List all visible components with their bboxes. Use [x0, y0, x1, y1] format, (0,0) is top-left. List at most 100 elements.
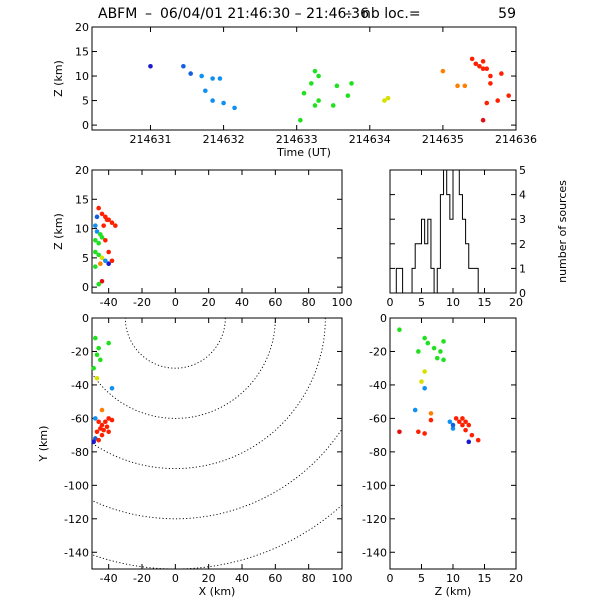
time_height-source-point — [499, 71, 504, 76]
range-ring — [124, 318, 226, 369]
z_y-source-point — [441, 339, 446, 344]
title-datetime: 06/04/01 21:46:30 – 21:46:36 — [160, 6, 369, 22]
x_height-source-point — [109, 258, 115, 264]
title-count-value: 59 — [498, 6, 516, 22]
x_height-source-point — [99, 211, 105, 217]
z_y-source-point — [466, 439, 472, 445]
z_y-ytick-label: -100 — [362, 479, 387, 492]
plan_view-ytick-label: 0 — [82, 312, 89, 325]
plan_view-source-point — [109, 385, 115, 391]
plan_view-source-point — [91, 439, 96, 445]
z_y-source-point — [460, 422, 465, 428]
plan_view-source-point — [109, 417, 115, 423]
x_height-xtick-label: 20 — [202, 296, 216, 309]
x_height-source-point — [109, 220, 115, 226]
time_height-ytick-label: 0 — [82, 119, 89, 132]
time_height-source-point — [488, 73, 493, 79]
z_y-source-point — [422, 385, 427, 391]
plan_view-ytick-label: -60 — [71, 412, 89, 425]
x_height-xtick-label: 80 — [302, 296, 316, 309]
z_y-xtick-label: 10 — [446, 572, 460, 585]
plan_view-source-point — [94, 429, 100, 435]
z_y-ytick-label: -80 — [369, 446, 387, 459]
z_y-source-point — [422, 369, 427, 374]
time_height-source-point — [480, 117, 486, 123]
time_height-xtick-label: 214633 — [276, 133, 318, 146]
histogram-xtick-label: 10 — [446, 296, 460, 309]
x_height-source-point — [93, 249, 98, 255]
x_height-source-point — [103, 258, 108, 264]
z_y-xtick-label: 20 — [509, 572, 523, 585]
time_height-xtick-label: 214632 — [203, 133, 245, 146]
time_height-xlabel: Time (UT) — [276, 146, 331, 159]
plan_view-xtick-label: 40 — [235, 572, 249, 585]
histogram-xtick-label: 0 — [387, 296, 394, 309]
x_height-source-point — [104, 217, 110, 223]
x_height-ylabel: Z (km) — [52, 213, 65, 250]
z_y-xlabel: Z (km) — [435, 585, 472, 598]
x_height-xtick-label: -20 — [133, 296, 151, 309]
plan_view-ytick-label: -100 — [64, 479, 89, 492]
z_y-source-point — [475, 437, 481, 443]
plan_view-ytick-label: -120 — [64, 513, 89, 526]
time_height-source-point — [334, 83, 340, 89]
time_height-source-point — [473, 61, 479, 67]
time_height-source-point — [455, 83, 460, 89]
z_y-source-point — [428, 411, 434, 416]
x_height-xtick-label: 100 — [332, 296, 353, 309]
plot-panels: 214631 214632 214633 214634 214635 2146360510… — [37, 21, 570, 598]
x_height-source-point — [98, 261, 103, 267]
time_height-source-point — [217, 76, 223, 81]
time_height-source-point — [312, 68, 318, 74]
plan_view-source-point — [99, 407, 105, 413]
z_y-ytick-label: -20 — [369, 345, 387, 358]
histogram-ytick-label: 0 — [519, 287, 526, 300]
z_y-source-point — [431, 345, 437, 351]
plan_view-frame — [91, 317, 343, 570]
x_height-source-point — [96, 281, 101, 287]
z_y-source-point — [460, 416, 465, 421]
x_height-source-point — [99, 255, 105, 261]
plan_view-source-point — [94, 352, 100, 358]
z_y-source-point — [422, 431, 427, 436]
z_y-source-point — [441, 357, 446, 363]
histogram-ytick-label: 1 — [519, 262, 526, 275]
time_height-source-point — [203, 88, 208, 94]
z_y-source-point — [397, 429, 402, 435]
plan_view-source-point — [104, 424, 110, 430]
z_y-ytick-label: -140 — [362, 546, 387, 559]
time_height-source-point — [210, 98, 215, 103]
time_height-source-point — [210, 76, 215, 81]
time_height-source-point — [462, 83, 468, 89]
time_height-ytick-label: 15 — [75, 46, 89, 59]
z_y-source-point — [469, 432, 475, 438]
z_y-source-point — [463, 419, 468, 425]
plan_view-source-point — [106, 429, 111, 435]
x_height-source-point — [99, 278, 105, 284]
x_height-ytick-label: 20 — [75, 164, 89, 177]
time_height-source-point — [484, 100, 490, 106]
z_y-source-point — [447, 419, 453, 425]
panel-z_y: 0 5 10 15 20 -140 -120 -100 -80 -60 -40 -20 0 Z (km) — [362, 312, 523, 598]
plan_view-source-point — [94, 375, 100, 381]
z_y-source-point — [425, 340, 431, 346]
x_height-source-point — [96, 252, 101, 258]
x_height-xtick-label: 0 — [172, 296, 179, 309]
time_height-source-point — [484, 66, 490, 71]
z_y-source-point — [438, 349, 443, 354]
time_height-source-point — [312, 103, 318, 108]
x_height-source-point — [96, 205, 101, 211]
time_height-source-point — [469, 56, 475, 62]
histogram-bars — [395, 169, 479, 294]
time_height-xtick-label: 214631 — [129, 133, 171, 146]
x_height-xtick-label: 60 — [268, 296, 282, 309]
z_y-xtick-label: 15 — [478, 572, 492, 585]
x_height-source-point — [93, 264, 98, 269]
plan_view-ytick-label: -40 — [71, 379, 89, 392]
plan_view-source-point — [96, 345, 101, 351]
range-ring — [92, 318, 276, 419]
time_height-source-point — [480, 59, 486, 64]
z_y-source-point — [463, 427, 468, 433]
